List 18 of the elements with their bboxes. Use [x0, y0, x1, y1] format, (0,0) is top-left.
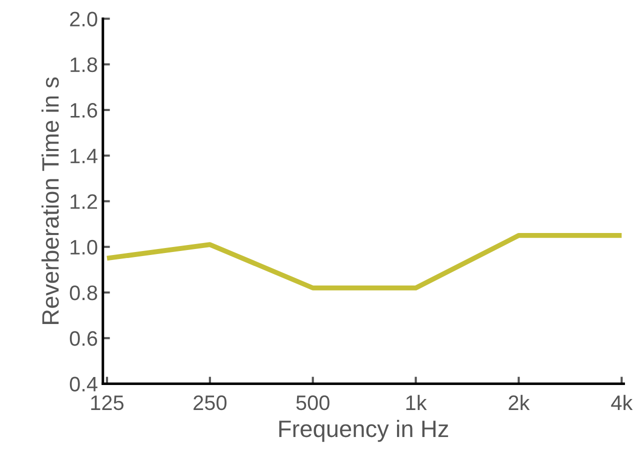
x-tick-label: 250 — [194, 395, 226, 410]
x-tick-label: 2k — [508, 394, 530, 410]
y-tick-label: 1.6 — [70, 102, 98, 118]
y-tick-label: 2.0 — [70, 12, 98, 26]
y-tick-label: 1.0 — [70, 240, 98, 255]
y-tick-label: 1.8 — [70, 57, 98, 72]
line-series — [104, 233, 624, 290]
x-axis-title: Frequency in Hz — [279, 420, 448, 442]
y-tick-label: 1.2 — [70, 194, 97, 209]
y-axis-title: Reverberation Time in s — [41, 77, 59, 324]
x-tick-label: 500 — [296, 395, 330, 410]
y-tick-label: 1.4 — [70, 148, 98, 164]
y-tick-label: 0.4 — [70, 376, 98, 392]
x-tick-label: 1k — [406, 394, 427, 410]
x-tick-label: 125 — [91, 395, 124, 410]
x-tick-label: 4k — [611, 394, 633, 410]
y-tick-label: 0.6 — [70, 331, 98, 346]
y-tick-label: 0.8 — [70, 286, 98, 300]
